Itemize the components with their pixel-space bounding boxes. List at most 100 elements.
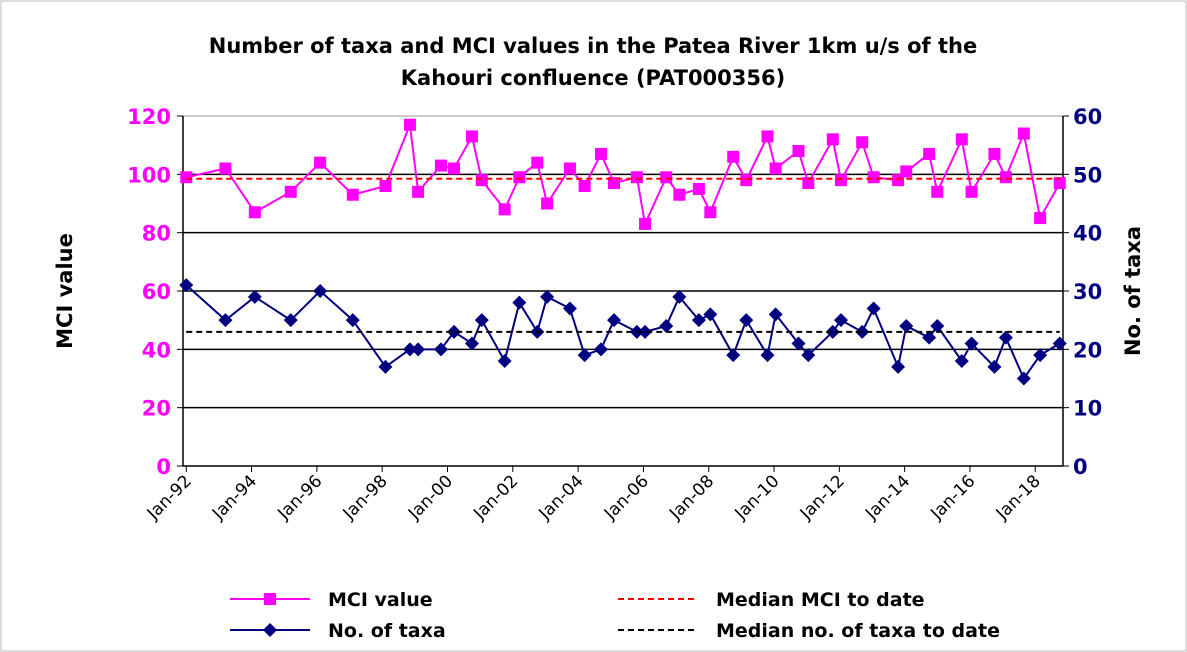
point bbox=[464, 336, 479, 351]
point bbox=[760, 348, 775, 363]
point bbox=[411, 342, 426, 357]
point bbox=[412, 185, 425, 198]
point bbox=[247, 289, 262, 304]
point bbox=[923, 147, 936, 160]
legend-label: No. of taxa bbox=[328, 620, 446, 642]
series-line bbox=[186, 124, 1061, 228]
point bbox=[563, 162, 576, 175]
point bbox=[608, 177, 621, 190]
point bbox=[638, 324, 653, 339]
y2-tick-label: 0 bbox=[1073, 455, 1088, 479]
point bbox=[284, 185, 297, 198]
point bbox=[792, 145, 805, 157]
point bbox=[403, 118, 416, 131]
point bbox=[791, 336, 806, 351]
point bbox=[704, 206, 717, 219]
point bbox=[987, 359, 1002, 374]
point bbox=[867, 171, 880, 184]
point bbox=[594, 147, 607, 160]
point bbox=[891, 359, 906, 374]
point bbox=[988, 147, 1001, 160]
point bbox=[1053, 177, 1066, 190]
y2-tick-label: 60 bbox=[1073, 105, 1102, 129]
point bbox=[801, 348, 816, 363]
point bbox=[866, 301, 881, 316]
point bbox=[497, 354, 512, 368]
point bbox=[703, 307, 718, 322]
point bbox=[498, 203, 511, 216]
point bbox=[1033, 348, 1048, 363]
y2-tick-label: 10 bbox=[1073, 397, 1102, 421]
point bbox=[314, 156, 327, 169]
point bbox=[1017, 127, 1030, 140]
point bbox=[768, 307, 783, 322]
point bbox=[512, 295, 527, 310]
point bbox=[672, 289, 687, 304]
point bbox=[448, 162, 461, 175]
legend-marker bbox=[263, 623, 277, 637]
legend-marker bbox=[264, 593, 276, 605]
point bbox=[825, 324, 840, 339]
point bbox=[954, 354, 969, 368]
point bbox=[283, 313, 298, 328]
y-tick-label: 120 bbox=[127, 105, 171, 129]
y-tick-label: 60 bbox=[142, 280, 171, 304]
point bbox=[593, 342, 608, 357]
point bbox=[447, 324, 462, 339]
point bbox=[922, 330, 937, 345]
y2-tick-label: 50 bbox=[1073, 163, 1102, 187]
point bbox=[1034, 212, 1047, 225]
point bbox=[833, 313, 848, 328]
point bbox=[179, 278, 194, 293]
y-tick-label: 0 bbox=[156, 455, 171, 479]
point bbox=[434, 159, 447, 172]
point bbox=[513, 171, 526, 184]
legend-label: MCI value bbox=[328, 589, 433, 611]
y2-tick-label: 20 bbox=[1073, 338, 1102, 362]
point bbox=[930, 319, 945, 333]
point bbox=[218, 313, 233, 328]
point bbox=[313, 284, 328, 298]
point bbox=[607, 313, 622, 328]
y-tick-label: 40 bbox=[142, 338, 171, 362]
y-tick-label: 80 bbox=[142, 222, 171, 246]
point bbox=[659, 319, 674, 333]
point bbox=[964, 336, 979, 351]
point bbox=[433, 342, 448, 357]
point bbox=[899, 319, 914, 333]
point bbox=[639, 217, 652, 230]
point bbox=[834, 174, 847, 187]
point bbox=[900, 165, 913, 178]
point bbox=[248, 206, 261, 219]
point bbox=[955, 133, 968, 146]
point bbox=[578, 180, 591, 192]
y2-tick-label: 30 bbox=[1073, 280, 1102, 304]
point bbox=[726, 348, 741, 363]
point bbox=[219, 162, 232, 175]
point bbox=[692, 182, 705, 195]
point bbox=[378, 359, 393, 374]
point bbox=[740, 174, 753, 187]
point bbox=[474, 313, 489, 328]
point bbox=[180, 171, 193, 184]
point bbox=[402, 342, 417, 357]
point bbox=[531, 156, 544, 169]
point bbox=[931, 185, 944, 198]
point bbox=[826, 133, 839, 146]
point bbox=[562, 301, 577, 316]
y-axis-label: MCI value bbox=[53, 233, 77, 349]
point bbox=[345, 313, 360, 328]
point bbox=[379, 180, 392, 192]
point bbox=[1016, 371, 1031, 386]
point bbox=[965, 185, 978, 198]
point bbox=[1052, 336, 1067, 351]
point bbox=[540, 289, 555, 304]
point bbox=[727, 150, 740, 163]
point bbox=[802, 177, 815, 190]
y2-tick-label: 40 bbox=[1073, 222, 1102, 246]
point bbox=[577, 348, 592, 363]
point bbox=[541, 197, 554, 210]
point bbox=[998, 330, 1013, 345]
